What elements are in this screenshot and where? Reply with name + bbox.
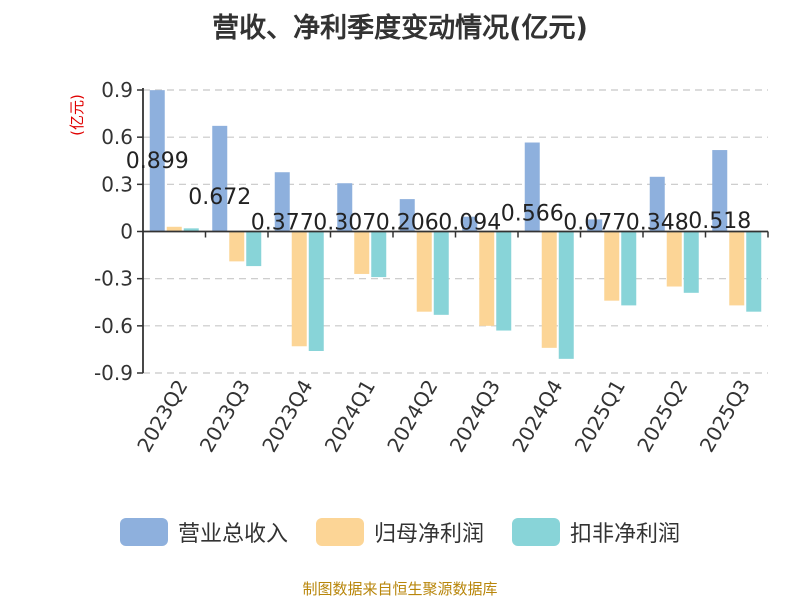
bar [399, 199, 415, 232]
data-label: 0.899 [126, 149, 189, 174]
bar [212, 125, 228, 232]
bar [746, 231, 762, 312]
source-note: 制图数据来自恒生聚源数据库 [302, 580, 498, 598]
bar [541, 231, 557, 348]
data-label: 0.348 [626, 211, 689, 236]
bar [308, 231, 324, 351]
x-tick-label: 2025Q1 [570, 376, 630, 457]
x-tick-label: 2023Q3 [195, 376, 255, 457]
chart-title: 营收、净利季度变动情况(亿元) [212, 13, 588, 44]
data-label: 0.077 [563, 211, 626, 236]
y-tick-label: 0.6 [101, 125, 133, 149]
bar [712, 150, 728, 232]
data-label: 0.518 [688, 209, 751, 234]
bar [354, 231, 370, 274]
bar [416, 231, 432, 312]
legend-swatch-net-profit [315, 518, 364, 546]
y-axis-title: (亿元) [68, 94, 86, 136]
bar [166, 226, 182, 232]
bar [496, 231, 512, 331]
data-label: 0.672 [188, 185, 251, 210]
x-tick-label: 2024Q1 [320, 376, 380, 457]
bar [462, 216, 478, 232]
bar [729, 231, 745, 306]
bar [683, 231, 699, 293]
legend: 营业总收入 归母净利润 扣非净利润 [0, 516, 800, 548]
data-label: 0.094 [438, 211, 501, 236]
bar [604, 231, 620, 301]
legend-item-net-profit[interactable]: 归母净利润 [315, 516, 484, 548]
y-tick-label: 0.9 [101, 78, 133, 102]
bar [621, 231, 637, 306]
bar [666, 231, 682, 287]
data-label: 0.377 [251, 211, 314, 236]
bar [274, 172, 290, 232]
x-tick-label: 2025Q2 [632, 376, 692, 457]
bar [371, 231, 387, 278]
data-label: 0.307 [313, 211, 376, 236]
bar [183, 228, 199, 232]
x-tick-label: 2024Q4 [507, 376, 567, 457]
y-tick-label: 0.3 [101, 172, 133, 196]
x-tick-label: 2025Q3 [695, 376, 755, 457]
x-tick-label: 2023Q4 [257, 376, 317, 457]
bar [524, 142, 540, 232]
y-tick-label: -0.9 [94, 361, 133, 385]
legend-label-net-profit: 归母净利润 [373, 522, 484, 547]
y-tick-label: 0 [120, 220, 133, 244]
x-tick-label: 2024Q2 [382, 376, 442, 457]
legend-item-revenue[interactable]: 营业总收入 [119, 516, 288, 548]
bar [479, 231, 495, 326]
legend-label-deducted-profit: 扣非净利润 [570, 522, 681, 547]
legend-swatch-deducted-profit [512, 518, 560, 546]
data-label: 0.206 [376, 211, 439, 236]
bar [433, 231, 449, 315]
bar [337, 183, 353, 232]
bar [558, 231, 574, 359]
legend-item-deducted-profit[interactable]: 扣非净利润 [512, 516, 680, 548]
x-tick-label: 2024Q3 [445, 376, 505, 457]
bar [587, 219, 603, 232]
legend-swatch-revenue [119, 518, 168, 546]
bar [246, 231, 262, 267]
y-tick-label: -0.6 [94, 314, 133, 338]
bar [149, 90, 165, 232]
bar [291, 231, 307, 347]
data-label: 0.566 [501, 202, 564, 227]
bar [649, 176, 665, 232]
bar [229, 231, 245, 262]
x-tick-label: 2023Q2 [132, 376, 192, 457]
legend-label-revenue: 营业总收入 [177, 522, 288, 547]
y-tick-label: -0.3 [94, 267, 133, 291]
